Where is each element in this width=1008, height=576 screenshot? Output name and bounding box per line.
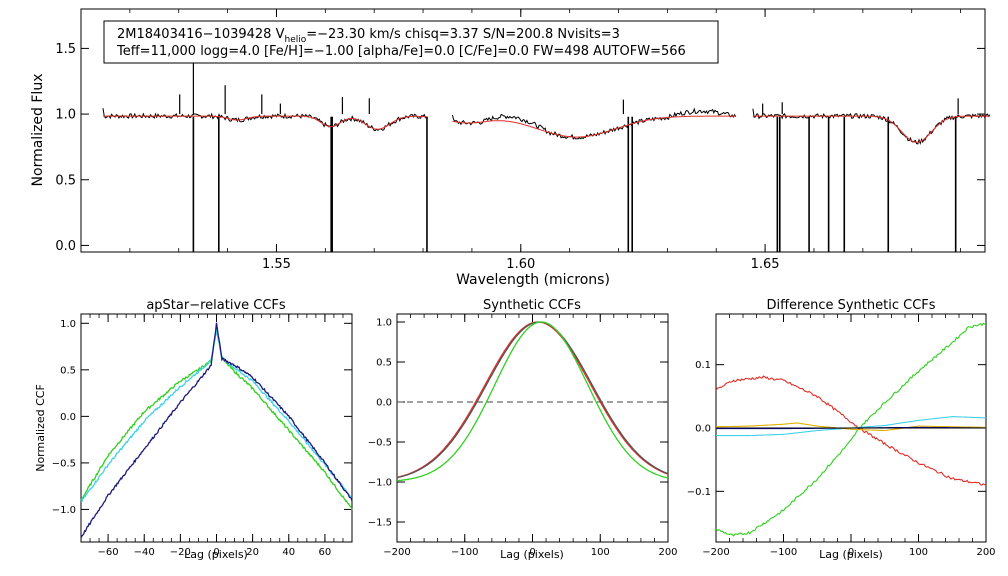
- synthetic-ccf-ytick-label: −1.0: [368, 478, 392, 489]
- apstar-ccf-xtick-label: −20: [170, 547, 191, 558]
- header-line-1: 2M18403416−1039428 Vhelio=−23.30 km/s ch…: [117, 27, 620, 45]
- synthetic-ccf-xtick-label: 0: [529, 547, 535, 558]
- apstar-ccf-line-cyan: [80, 329, 353, 503]
- spectrum-xtick-label: 1.60: [506, 257, 535, 272]
- difference-ccf-title: Difference Synthetic CCFs: [766, 298, 935, 313]
- synthetic-ccf-ytick-label: 0.5: [376, 358, 392, 369]
- synthetic-ccf-ytick-label: 0.0: [376, 398, 392, 409]
- apstar-ccf-xtick-label: 40: [282, 547, 295, 558]
- apstar-ccf-xtick-label: 20: [246, 547, 259, 558]
- apstar-ccf-line-navy: [80, 322, 353, 539]
- apstar-ccf-ylabel: Normalized CCF: [34, 384, 47, 472]
- spectrum-xtick-label: 1.55: [262, 257, 291, 272]
- synthetic-ccf-line-green: [396, 321, 669, 482]
- apstar-ccf-xtick-label: −40: [134, 547, 155, 558]
- synthetic-ccf-title: Synthetic CCFs: [483, 298, 581, 313]
- apstar-ccf-xlabel: Lag (pixels): [184, 548, 248, 561]
- synthetic-ccf-xlabel: Lag (pixels): [500, 548, 564, 561]
- apstar-ccf-title: apStar−relative CCFs: [146, 298, 286, 313]
- difference-ccf-xtick-label: 100: [909, 547, 928, 558]
- model-spectrum: [103, 115, 990, 143]
- apstar-ccf-ytick-label: 0.5: [60, 365, 76, 376]
- synthetic-ccf-ytick-label: −0.5: [368, 438, 392, 449]
- synthetic-ccf-ytick-label: 1.0: [376, 318, 392, 329]
- synthetic-ccf-ytick-label: −1.5: [368, 518, 392, 529]
- apstar-ccf-xtick-label: 60: [319, 547, 332, 558]
- spectrum-ytick-label: 0.5: [55, 173, 76, 188]
- synthetic-ccf-xtick-label: −100: [451, 547, 478, 558]
- spectrum-ytick-label: 0.0: [55, 239, 76, 254]
- observed-spectrum-chip-2: [451, 107, 737, 140]
- apstar-ccf-ytick-label: −0.5: [52, 458, 76, 469]
- model-spectrum-chip-2: [452, 115, 736, 138]
- difference-ccf-ytick-label: 0.0: [695, 424, 711, 435]
- header-object-id: 2M18403416−1039428 V: [117, 27, 285, 42]
- header-box: [103, 20, 719, 64]
- difference-ccf-ytick-label: 0.1: [695, 360, 711, 371]
- synthetic-ccf-panel: −200 −100 0 100 200 −1.5 −1.0 −0.5 0.0 0.5 1.0 Syn…: [368, 298, 678, 561]
- difference-ccf-xtick-label: −200: [702, 547, 729, 558]
- header-stats: =−23.30 km/s chisq=3.37 S/N=200.8 Nvisit…: [306, 27, 620, 42]
- spectrum-panel: 1.55 1.60 1.65 0.0 0.5 1.0 1.5 Wavelength (mic…: [30, 8, 991, 288]
- spectrum-ytick-label: 1.0: [55, 108, 76, 123]
- difference-ccf-line-green: [715, 322, 987, 537]
- apstar-ccf-ytick-label: 1.0: [60, 319, 76, 330]
- spectrum-ylabel: Normalized Flux: [30, 74, 46, 187]
- spectrum-frame: [80, 8, 986, 253]
- difference-ccf-panel: −200 −100 0 100 200 −0.1 0.0 0.1 Difference Syn…: [687, 298, 996, 561]
- synthetic-ccf-xtick-label: 200: [658, 547, 677, 558]
- apstar-ccf-xtick-label: −60: [98, 547, 119, 558]
- apstar-ccf-ytick-label: −1.0: [52, 505, 76, 516]
- apstar-ccf-panel: −60 −40 −20 0 20 40 60 −1.0 −0.5 0.0 0.5 1.0 apStar…: [34, 298, 353, 561]
- difference-ccf-xtick-label: 200: [976, 547, 995, 558]
- difference-ccf-xlabel: Lag (pixels): [819, 548, 883, 561]
- synthetic-ccf-xtick-label: −200: [383, 547, 410, 558]
- difference-ccf-xtick-label: 0: [848, 547, 854, 558]
- synthetic-ccf-xtick-label: 100: [591, 547, 610, 558]
- difference-ccf-xtick-label: −100: [770, 547, 797, 558]
- apstar-ccf-xtick-label: 0: [213, 547, 219, 558]
- spectrum-xtick-label: 1.65: [751, 257, 780, 272]
- header-vhelio-sub: helio: [284, 35, 306, 45]
- difference-ccf-line-red: [715, 375, 987, 486]
- apstar-ccf-ytick-label: 0.0: [60, 412, 76, 423]
- difference-ccf-ytick-label: −0.1: [687, 487, 711, 498]
- spectrum-ytick-label: 1.5: [55, 42, 76, 57]
- model-spectrum-chip-1: [103, 115, 428, 130]
- difference-ccf-line-yellow: [716, 422, 987, 432]
- synthetic-ccf-line-gray: [396, 321, 669, 479]
- model-spectrum-chip-3: [752, 115, 990, 143]
- header-line-2: Teff=11,000 logg=4.0 [Fe/H]=−1.00 [alpha…: [116, 44, 686, 59]
- spectrum-xlabel: Wavelength (microns): [456, 272, 610, 288]
